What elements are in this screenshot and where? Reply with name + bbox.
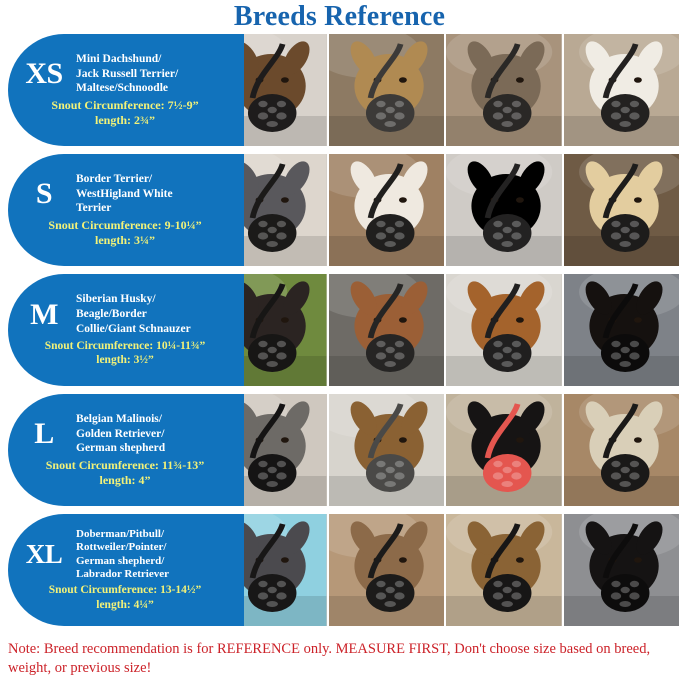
- photo-xs-4: [563, 34, 679, 146]
- photo-xl-2: [328, 514, 444, 626]
- photo-strip: [211, 514, 679, 626]
- snout-circumference: Snout Circumference: 10¼-11¾”: [44, 339, 206, 352]
- size-row-m: M Siberian Husky/Beagle/Border Collie/Gian…: [0, 274, 679, 386]
- size-badge-xl: XL Doberman/Pitbull/Rottweiler/Pointer/Ge…: [8, 514, 244, 626]
- size-row-xl: XL Doberman/Pitbull/Rottweiler/Pointer/Ge…: [0, 514, 679, 626]
- size-row-l: L Belgian Malinois/Golden Retriever/Germa…: [0, 394, 679, 506]
- size-letter: S: [35, 176, 53, 210]
- photo-strip: [211, 274, 679, 386]
- photo-strip: [211, 154, 679, 266]
- size-letter: L: [34, 416, 54, 450]
- photo-xl-4: [563, 514, 679, 626]
- breed-list: Siberian Husky/Beagle/Border Collie/Giant…: [76, 293, 191, 335]
- photo-xs-1: [211, 34, 327, 146]
- photo-l-4: [563, 394, 679, 506]
- size-badge-xs: XS Mini Dachshund/Jack Russell Terrier/Ma…: [8, 34, 244, 146]
- photo-s-2: [328, 154, 444, 266]
- photo-m-4: [563, 274, 679, 386]
- snout-length: length: 4¼”: [96, 598, 154, 611]
- measurement-text: Snout Circumference: 9-10¼” length: 3¼”: [8, 216, 244, 248]
- breed-list: Mini Dachshund/Jack Russell Terrier/Malt…: [76, 52, 179, 95]
- snout-circumference: Snout Circumference: 9-10¼”: [48, 217, 202, 232]
- measurement-text: Snout Circumference: 11¾-13” length: 4”: [8, 456, 244, 488]
- photo-l-3: [446, 394, 562, 506]
- photo-strip: [211, 394, 679, 506]
- photo-xs-3: [446, 34, 562, 146]
- size-row-xs: XS Mini Dachshund/Jack Russell Terrier/Ma…: [0, 34, 679, 146]
- snout-length: length: 2¾”: [95, 113, 155, 128]
- breed-list: Border Terrier/WestHigland White Terrier: [76, 172, 173, 215]
- title-bar: Breeds Reference: [0, 0, 679, 34]
- breed-list: Belgian Malinois/Golden Retriever/German…: [76, 412, 166, 455]
- size-rows: XS Mini Dachshund/Jack Russell Terrier/Ma…: [0, 34, 679, 626]
- measurement-text: Snout Circumference: 7½-9” length: 2¾”: [8, 96, 244, 128]
- measurement-text: Snout Circumference: 10¼-11¾” length: 3½”: [8, 337, 244, 368]
- photo-l-2: [328, 394, 444, 506]
- photo-xl-3: [446, 514, 562, 626]
- reference-note: Note: Breed recommendation is for REFERE…: [8, 641, 651, 676]
- size-letter: M: [30, 297, 58, 331]
- snout-circumference: Snout Circumference: 7½-9”: [51, 97, 199, 112]
- snout-circumference: Snout Circumference: 13-14½”: [48, 584, 202, 597]
- photo-strip: [211, 34, 679, 146]
- photo-xs-2: [328, 34, 444, 146]
- photo-m-2: [328, 274, 444, 386]
- snout-circumference: Snout Circumference: 11¾-13”: [45, 457, 205, 472]
- size-badge-l: L Belgian Malinois/Golden Retriever/Germa…: [8, 394, 244, 506]
- breed-list: Doberman/Pitbull/Rottweiler/Pointer/Germ…: [76, 527, 169, 580]
- snout-length: length: 3¼”: [95, 233, 155, 248]
- photo-m-3: [446, 274, 562, 386]
- snout-length: length: 3½”: [96, 354, 154, 367]
- snout-length: length: 4”: [99, 473, 151, 488]
- size-letter: XS: [25, 56, 63, 90]
- page-title: Breeds Reference: [233, 1, 446, 32]
- size-badge-m: M Siberian Husky/Beagle/Border Collie/Gian…: [8, 274, 244, 386]
- photo-s-3: [446, 154, 562, 266]
- measurement-text: Snout Circumference: 13-14½” length: 4¼”: [8, 581, 244, 612]
- size-row-s: S Border Terrier/WestHigland White Terrier…: [0, 154, 679, 266]
- photo-s-4: [563, 154, 679, 266]
- size-letter: XL: [25, 539, 63, 570]
- size-badge-s: S Border Terrier/WestHigland White Terrier…: [8, 154, 244, 266]
